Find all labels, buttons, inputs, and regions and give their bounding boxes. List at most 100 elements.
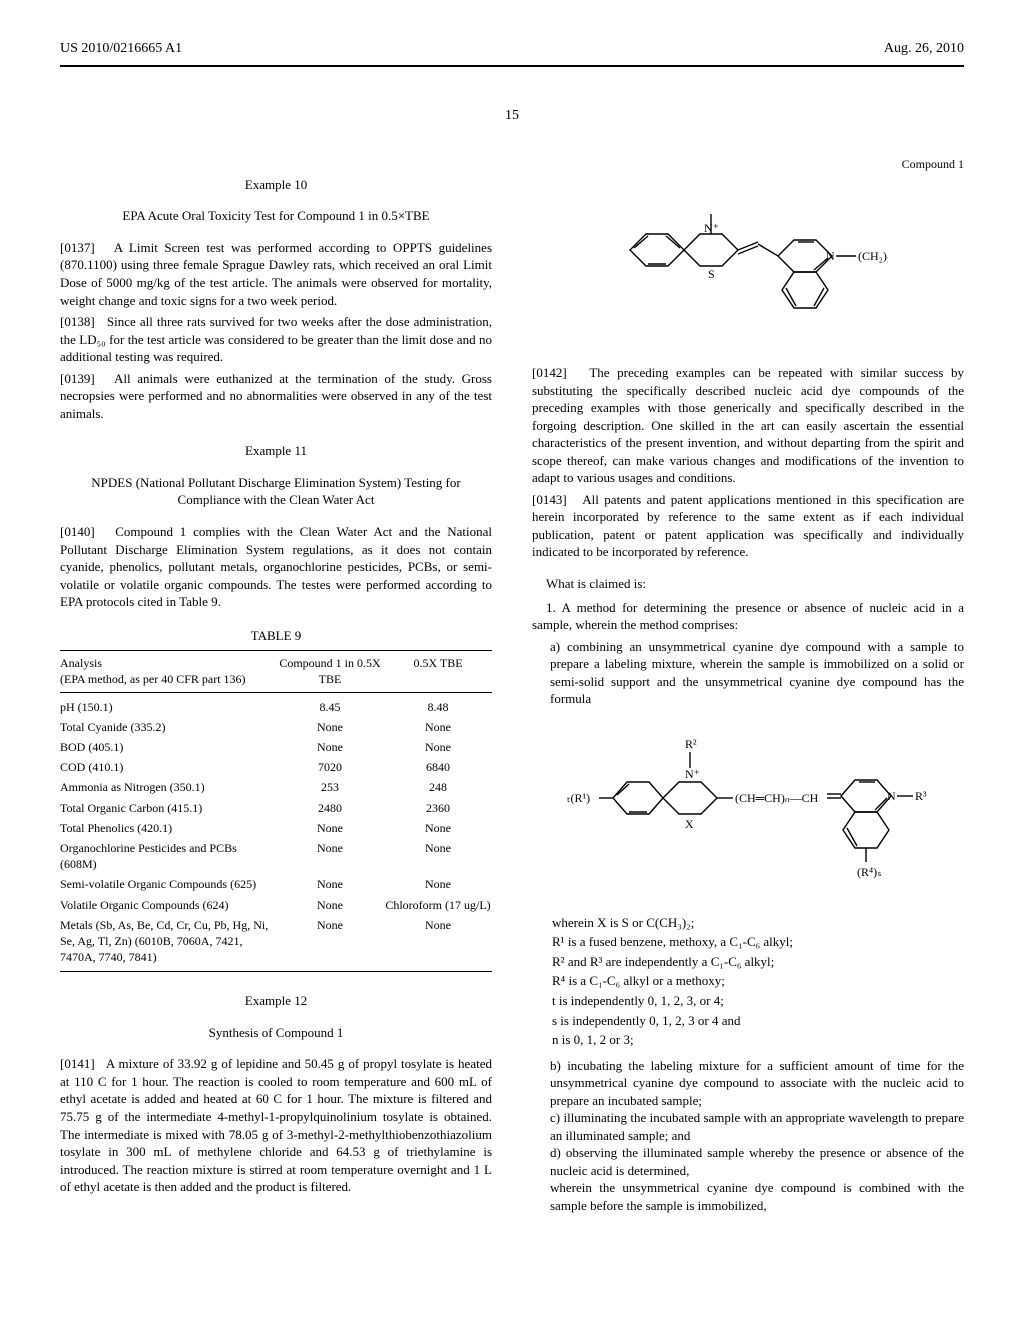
wherein-n: n is 0, 1, 2 or 3; (552, 1031, 964, 1049)
pub-date: Aug. 26, 2010 (884, 40, 964, 59)
table-row: Ammonia as Nitrogen (350.1)253248 (60, 777, 492, 797)
table9-head: Analysis (EPA method, as per 40 CFR part… (60, 651, 492, 692)
table-cell: Total Phenolics (420.1) (60, 820, 276, 836)
para-num: [0141] (60, 1056, 95, 1071)
page-number: 15 (60, 107, 964, 126)
para-num: [0139] (60, 371, 95, 386)
table-row: BOD (405.1)NoneNone (60, 737, 492, 757)
para-text: All patents and patent applications ment… (532, 492, 964, 560)
para-0139: [0139] All animals were euthanized at th… (60, 370, 492, 423)
table9-head-c1: Analysis (EPA method, as per 40 CFR part… (60, 655, 276, 687)
s-label: S (708, 267, 715, 281)
table-cell: Total Cyanide (335.2) (60, 719, 276, 735)
n-plus2-label: N⁺ (685, 767, 700, 781)
para-0143: [0143] All patents and patent applicatio… (532, 491, 964, 561)
pub-number: US 2010/0216665 A1 (60, 40, 182, 59)
chain-label: (CH═CH)ₙ—CH (735, 791, 819, 805)
para-text: The preceding examples can be repeated w… (532, 365, 964, 485)
table-row: Total Cyanide (335.2)NoneNone (60, 717, 492, 737)
table-cell: 2360 (384, 800, 492, 816)
table-cell: None (384, 820, 492, 836)
table-cell: pH (150.1) (60, 699, 276, 715)
wherein-list: wherein X is S or C(CH₃)₂; R¹ is a fused… (552, 914, 964, 1049)
table-cell: 8.48 (384, 699, 492, 715)
ex12-sub: Synthesis of Compound 1 (60, 1024, 492, 1042)
claim1-d: d) observing the illuminated sample wher… (550, 1144, 964, 1179)
table-cell: Total Organic Carbon (415.1) (60, 800, 276, 816)
table-row: Total Phenolics (420.1)NoneNone (60, 818, 492, 838)
para-num: [0142] (532, 365, 567, 380)
table-cell: Organochlorine Pesticides and PCBs (608M… (60, 840, 276, 872)
table-cell: None (276, 876, 384, 892)
compound-1-structure: N⁺ S N (CH₂)₂CH₃ (608, 178, 888, 348)
body-columns: Example 10 EPA Acute Oral Toxicity Test … (60, 156, 964, 1215)
para-num: [0143] (532, 492, 567, 507)
table-cell: None (384, 719, 492, 735)
table-cell: None (276, 917, 384, 966)
table-row: COD (410.1)70206840 (60, 757, 492, 777)
claim1-a: a) combining an unsymmetrical cyanine dy… (550, 638, 964, 708)
table-row: Semi-volatile Organic Compounds (625)Non… (60, 874, 492, 894)
ex12-title: Example 12 (60, 992, 492, 1010)
para-0137: [0137] A Limit Screen test was performed… (60, 239, 492, 309)
para-num: [0137] (60, 240, 95, 255)
table-cell: Semi-volatile Organic Compounds (625) (60, 876, 276, 892)
right-column: Compound 1 N⁺ S N (CH₂) (532, 156, 964, 1215)
table-cell: None (276, 739, 384, 755)
para-text: All animals were euthanized at the termi… (60, 371, 492, 421)
ex10-title: Example 10 (60, 176, 492, 194)
para-0138: [0138] Since all three rats survived for… (60, 313, 492, 366)
table-cell: None (384, 739, 492, 755)
table-cell: 253 (276, 779, 384, 795)
para-text: Since all three rats survived for two we… (60, 314, 492, 364)
table-cell: Ammonia as Nitrogen (350.1) (60, 779, 276, 795)
table9-head-c3: 0.5X TBE (384, 655, 492, 687)
para-num: [0140] (60, 524, 95, 539)
table9-head-c2: Compound 1 in 0.5X TBE (276, 655, 384, 687)
table-cell: 6840 (384, 759, 492, 775)
claim1-tail: wherein the unsymmetrical cyanine dye co… (550, 1179, 964, 1214)
table-cell: None (276, 820, 384, 836)
table-cell: None (384, 840, 492, 872)
table-cell: COD (410.1) (60, 759, 276, 775)
wherein-r1: R¹ is a fused benzene, methoxy, a C₁-C₆ … (552, 933, 964, 951)
table9: Analysis (EPA method, as per 40 CFR part… (60, 650, 492, 972)
table-cell: None (276, 719, 384, 735)
table-cell: None (276, 840, 384, 872)
table-cell: Chloroform (17 ug/L) (384, 897, 492, 913)
r4-label: (R⁴)ₛ (857, 865, 882, 879)
wherein-s: s is independently 0, 1, 2, 3 or 4 and (552, 1012, 964, 1030)
claim-intro: What is claimed is: (532, 575, 964, 593)
left-column: Example 10 EPA Acute Oral Toxicity Test … (60, 156, 492, 1215)
ex11-sub: NPDES (National Pollutant Discharge Elim… (60, 474, 492, 509)
table-cell: Volatile Organic Compounds (624) (60, 897, 276, 913)
table9-title: TABLE 9 (60, 627, 492, 645)
table-row: Metals (Sb, As, Be, Cd, Cr, Cu, Pb, Hg, … (60, 915, 492, 968)
tail-label: (CH₂)₂CH₃ (858, 249, 888, 263)
wherein-t: t is independently 0, 1, 2, 3, or 4; (552, 992, 964, 1010)
wherein-r4: R⁴ is a C₁-C₆ alkyl or a methoxy; (552, 972, 964, 990)
ex10-sub: EPA Acute Oral Toxicity Test for Compoun… (60, 207, 492, 225)
table-cell: 8.45 (276, 699, 384, 715)
x-label: X (685, 817, 694, 831)
table-row: pH (150.1)8.458.48 (60, 697, 492, 717)
n-label: N (826, 249, 835, 263)
para-0141: [0141] A mixture of 33.92 g of lepidine … (60, 1055, 492, 1195)
para-num: [0138] (60, 314, 95, 329)
wherein-r23: R² and R³ are independently a C₁-C₆ alky… (552, 953, 964, 971)
r2-label: R² (685, 737, 697, 751)
claim1-c: c) illuminating the incubated sample wit… (550, 1109, 964, 1144)
claim1-b: b) incubating the labeling mixture for a… (550, 1057, 964, 1110)
para-0142: [0142] The preceding examples can be rep… (532, 364, 964, 487)
r1-label: ₜ(R¹) (567, 791, 590, 805)
claim1-head: 1. A method for determining the presence… (532, 599, 964, 634)
table-cell: 7020 (276, 759, 384, 775)
ex11-title: Example 11 (60, 442, 492, 460)
n-label2: N (887, 789, 896, 803)
table-cell: Metals (Sb, As, Be, Cd, Cr, Cu, Pb, Hg, … (60, 917, 276, 966)
r3-label: R³ (915, 789, 927, 803)
table-cell: None (384, 917, 492, 966)
table-cell: 248 (384, 779, 492, 795)
wherein-x: wherein X is S or C(CH₃)₂; (552, 914, 964, 932)
table-cell: None (276, 897, 384, 913)
